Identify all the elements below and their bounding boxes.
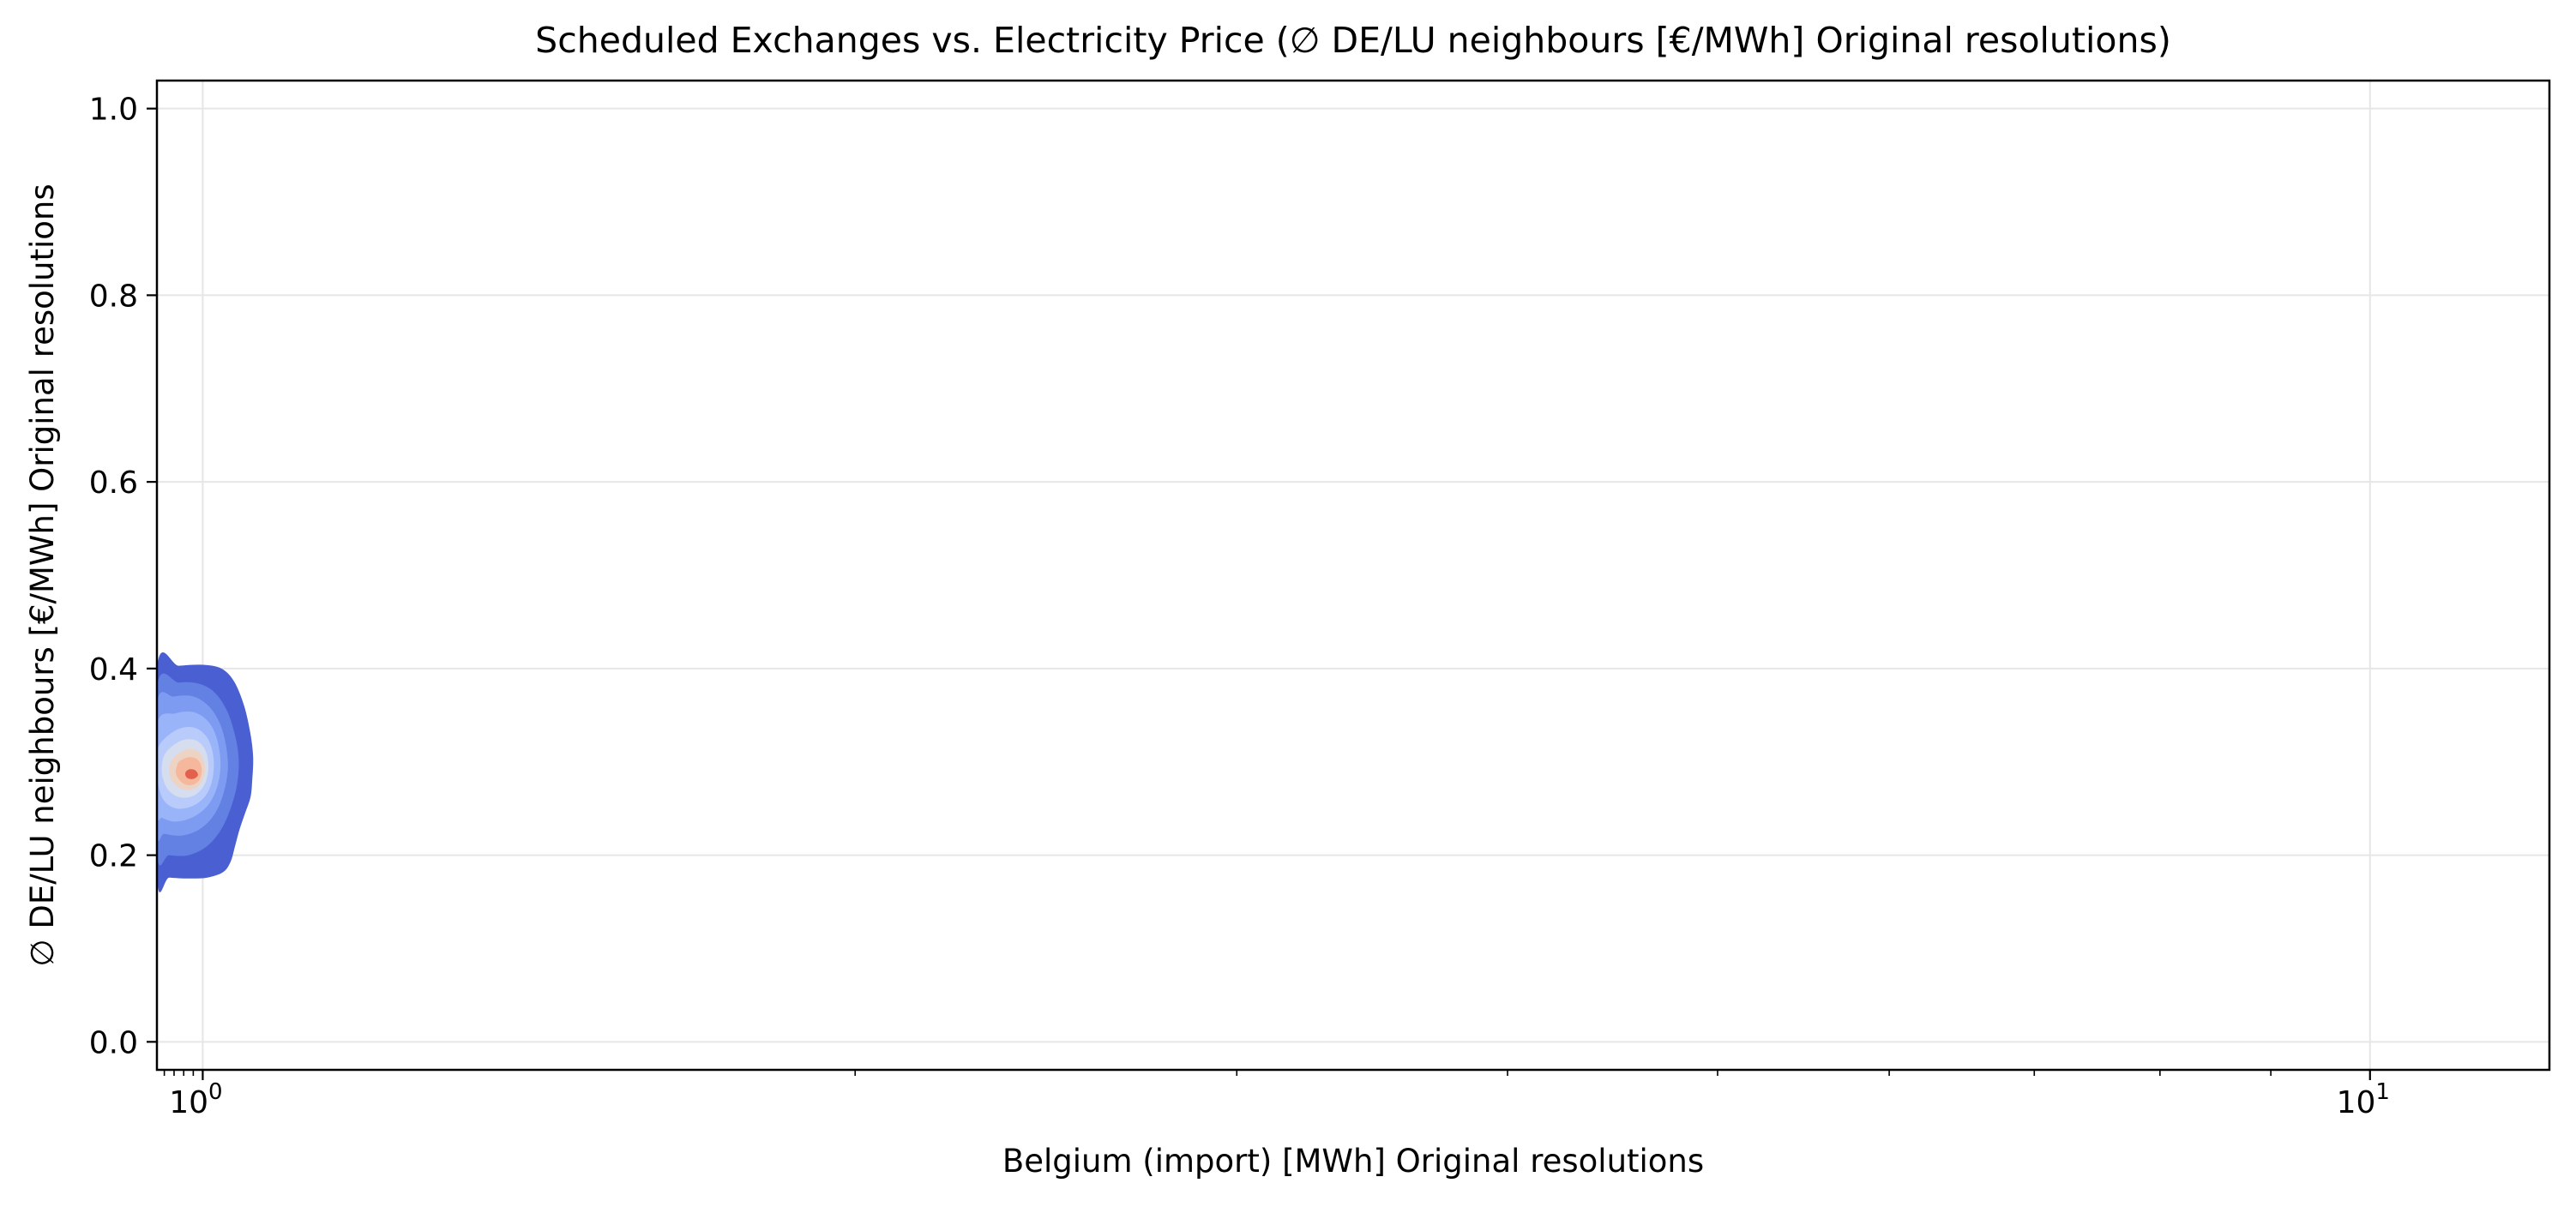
x-axis-label: Belgium (import) [MWh] Original resoluti… xyxy=(1002,1143,1704,1180)
y-tick-label: 0.6 xyxy=(89,465,138,501)
grid-lines xyxy=(157,81,2549,1070)
y-tick-label: 0.2 xyxy=(89,839,138,874)
plot-area-frame xyxy=(155,79,2551,1072)
y-tick-label: 0.0 xyxy=(89,1025,138,1060)
y-tick-label: 1.0 xyxy=(89,93,138,128)
density-contours xyxy=(157,652,254,892)
y-tick-label: 0.8 xyxy=(89,279,138,314)
density-contour-level-9 xyxy=(184,769,198,779)
y-tick-label: 0.4 xyxy=(89,652,138,688)
chart-title: Scheduled Exchanges vs. Electricity Pric… xyxy=(535,20,2171,61)
y-axis-label: ∅ DE/LU neighbours [€/MWh] Original reso… xyxy=(24,183,61,966)
